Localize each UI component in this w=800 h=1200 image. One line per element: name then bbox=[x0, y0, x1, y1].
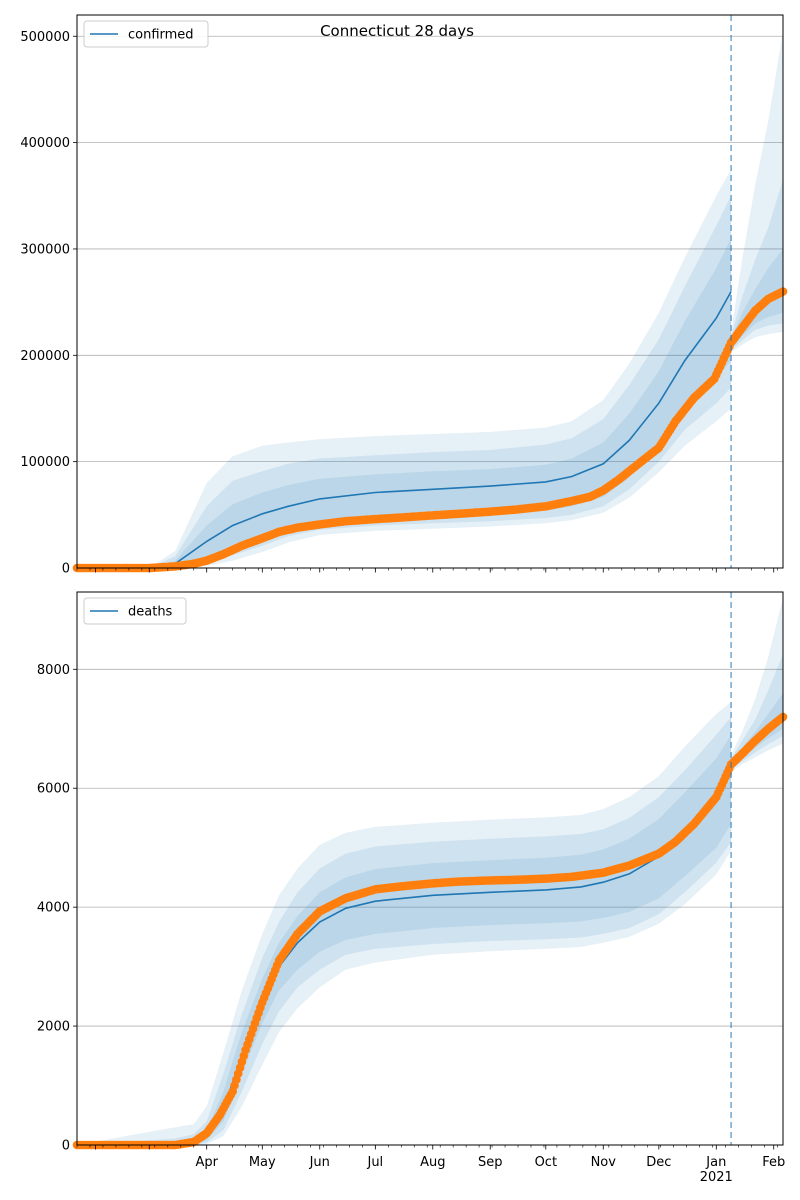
model-confidence-band bbox=[77, 716, 732, 1145]
y-tick-label: 400000 bbox=[20, 136, 70, 151]
legend-frame bbox=[83, 597, 187, 625]
legend-frame bbox=[83, 20, 209, 48]
model-confidence-band bbox=[77, 734, 732, 1145]
x-tick-label: May bbox=[249, 1155, 276, 1170]
x-tick-label: Oct bbox=[535, 1155, 557, 1170]
model-confidence-band bbox=[77, 238, 732, 569]
axes-frame bbox=[76, 14, 784, 569]
y-tick-label: 200000 bbox=[20, 349, 70, 364]
x-tick-label: 2021 bbox=[700, 1170, 733, 1185]
y-tick-label: 4000 bbox=[37, 901, 70, 916]
x-tick-label: Dec bbox=[646, 1155, 671, 1170]
axes-frame bbox=[76, 591, 784, 1146]
confirmed-panel: 0 100000 200000 300000 400000 500000 confirmed bbox=[20, 14, 788, 577]
legend: confirmed bbox=[83, 20, 209, 48]
legend-label: confirmed bbox=[128, 28, 194, 43]
forecast-confidence-band bbox=[731, 179, 783, 350]
legend: deaths bbox=[83, 597, 187, 625]
y-tick-label: 500000 bbox=[20, 30, 70, 45]
x-tick-label: Jun bbox=[309, 1155, 330, 1170]
y-tick-label: 8000 bbox=[37, 663, 70, 678]
y-tick-label: 100000 bbox=[20, 455, 70, 470]
y-tick-label: 0 bbox=[62, 1139, 70, 1154]
model-confidence-band bbox=[77, 169, 732, 568]
x-tick-label: Nov bbox=[591, 1155, 617, 1170]
y-tick-label: 2000 bbox=[37, 1020, 70, 1035]
x-tick-label: Jan bbox=[705, 1155, 726, 1170]
y-tick-label: 300000 bbox=[20, 242, 70, 257]
chart-title: Connecticut 28 days bbox=[320, 22, 474, 40]
x-tick-label: Sep bbox=[478, 1155, 503, 1170]
x-tick-label: Aug bbox=[420, 1155, 445, 1170]
model-confidence-band bbox=[77, 195, 732, 569]
model-confidence-band bbox=[77, 702, 732, 1145]
x-tick-label: Jul bbox=[366, 1155, 383, 1170]
forecast-confidence-band bbox=[731, 654, 783, 770]
x-tick-label: Apr bbox=[195, 1155, 218, 1170]
y-tick-label: 6000 bbox=[37, 782, 70, 797]
y-tick-label: 0 bbox=[62, 562, 70, 577]
x-tick-label: Feb bbox=[762, 1155, 785, 1170]
forecast-confidence-band bbox=[731, 31, 783, 353]
legend-label: deaths bbox=[128, 605, 173, 620]
deaths-panel: 0 2000 4000 6000 8000 Apr May Jun Jul Aug Sep Oct No… bbox=[37, 591, 788, 1185]
model-line bbox=[77, 291, 732, 569]
